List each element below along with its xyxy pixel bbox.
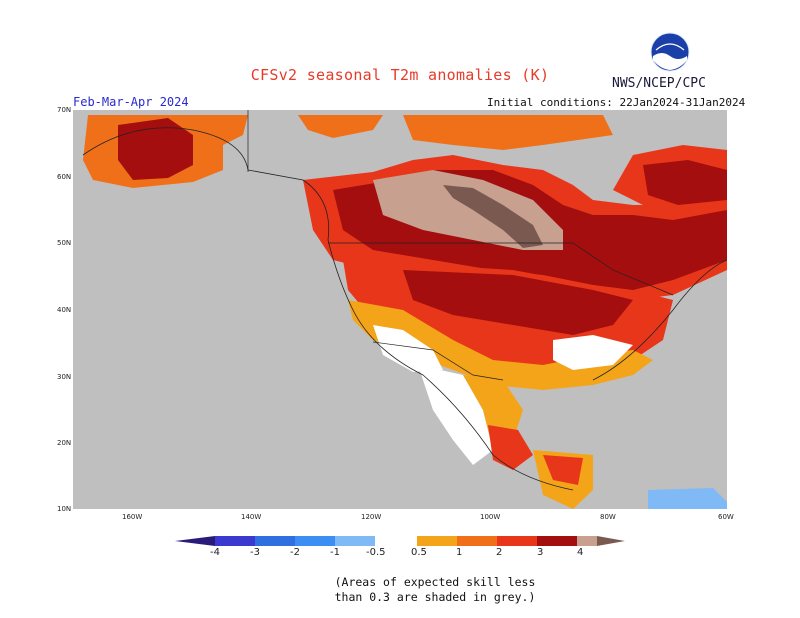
lat-label-40n: 40N <box>57 306 72 314</box>
colorbar-segment-1-05 <box>335 536 375 546</box>
labrador-strong <box>643 160 727 205</box>
lon-label-140w: 140W <box>241 513 262 521</box>
conus-strong <box>403 270 633 335</box>
southeast-neutral <box>553 335 633 370</box>
colorbar-segment-neutral <box>375 536 417 546</box>
skill-note-line-1: (Areas of expected skill less <box>334 575 536 589</box>
colorbar-tick: -0.5 <box>366 547 386 558</box>
colorbar-tick: 0.5 <box>411 547 427 558</box>
credit-label: NWS/NCEP/CPC <box>612 76 706 91</box>
map-title: CFSv2 seasonal T2m anomalies (K) <box>250 66 550 84</box>
colorbar-segment-2-1 <box>295 536 335 546</box>
lon-label-160w: 160W <box>122 513 143 521</box>
lat-label-10n: 10N <box>57 505 72 513</box>
arctic-warm-region <box>298 115 383 138</box>
colorbar-segment-lt-4 <box>175 536 215 546</box>
forecast-period: Feb-Mar-Apr 2024 <box>73 95 189 109</box>
colorbar-segment-3-4 <box>537 536 577 546</box>
arctic-warm-region-2 <box>403 115 613 150</box>
mexico-neutral <box>418 365 493 465</box>
noaa-logo <box>650 32 690 72</box>
us-mexico-border <box>372 341 504 381</box>
colorbar-segment-1-2 <box>457 536 497 546</box>
initial-conditions: Initial conditions: 22Jan2024-31Jan2024 <box>487 96 746 109</box>
lat-label-20n: 20N <box>57 439 72 447</box>
anomaly-map <box>73 110 727 509</box>
central-america-strong <box>543 455 583 485</box>
lon-label-100w: 100W <box>480 513 501 521</box>
colorbar-segment-extreme <box>597 536 625 546</box>
colorbar <box>175 536 625 546</box>
colorbar-tick: -4 <box>210 547 220 558</box>
colorbar-segment-3-2 <box>255 536 295 546</box>
colorbar-tick: 3 <box>537 547 544 558</box>
lon-label-80w: 80W <box>600 513 616 521</box>
colorbar-tick: -2 <box>290 547 300 558</box>
colorbar-segment-2-3 <box>497 536 537 546</box>
colorbar-tick: -1 <box>330 547 340 558</box>
colorbar-tick: 2 <box>496 547 503 558</box>
coastline <box>82 127 727 491</box>
canada-extreme-warm <box>443 185 543 248</box>
lat-label-30n: 30N <box>57 373 72 381</box>
us-canada-border <box>328 242 674 296</box>
lat-label-60n: 60N <box>57 173 72 181</box>
colorbar-segment-05-1 <box>417 536 457 546</box>
colorbar-segment-4-3 <box>215 536 255 546</box>
caribbean-neutral <box>648 488 727 509</box>
mexico-strong <box>488 425 533 470</box>
colorbar-tick: 1 <box>456 547 463 558</box>
lon-label-60w: 60W <box>718 513 734 521</box>
alaska-strong-warm <box>118 118 193 180</box>
colorbar-tick: 4 <box>577 547 584 558</box>
colorbar-segment-gt-4 <box>577 536 597 546</box>
colorbar-tick: -3 <box>250 547 260 558</box>
skill-note-line-2: than 0.3 are shaded in grey.) <box>334 590 536 604</box>
lat-label-50n: 50N <box>57 239 72 247</box>
lon-label-120w: 120W <box>361 513 382 521</box>
lat-label-70n: 70N <box>57 106 72 114</box>
southwest-neutral <box>373 325 443 372</box>
